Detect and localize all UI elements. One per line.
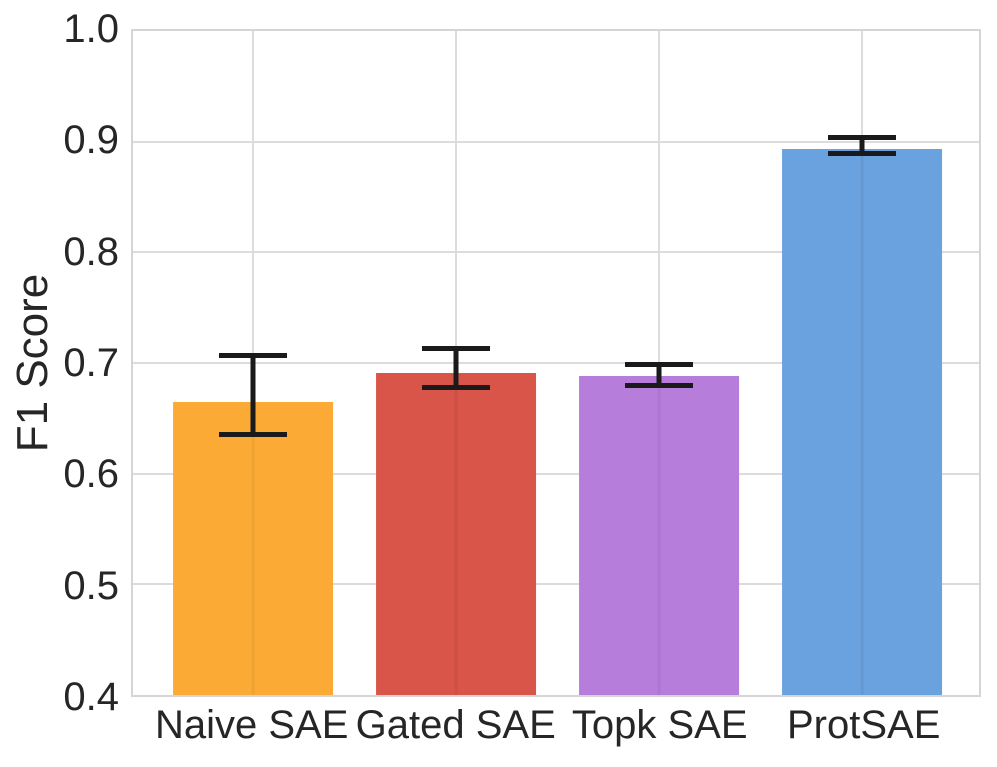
error-bar-cap-top (828, 135, 897, 141)
error-bar-cap-top (422, 346, 491, 352)
bar-naive-sae (173, 401, 334, 695)
y-tick-label: 0.9 (63, 118, 119, 163)
y-tick-label: 0.7 (63, 341, 119, 385)
error-bar-topk-sae (625, 361, 694, 389)
y-tick-gutter: 1.0 0.9 0.8 0.7 0.6 0.5 0.4 (0, 9, 119, 717)
error-bar-cap-top (219, 353, 288, 359)
y-tick-label: 1.0 (63, 7, 119, 51)
error-bar-gated-sae (422, 346, 491, 390)
bar-seam (860, 149, 864, 695)
bar-seam (251, 401, 255, 695)
error-bar-line (859, 135, 865, 157)
h-gridline (133, 362, 979, 364)
error-bar-cap-bottom (625, 383, 694, 389)
h-gridline (133, 583, 979, 586)
x-tick-label-naive-sae: Naive SAE (154, 703, 349, 747)
bar-seam (454, 372, 458, 695)
x-tick-label-topk-sae: Topk SAE (571, 703, 748, 747)
error-bar-cap-bottom (219, 432, 288, 438)
y-tick-label: 0.4 (63, 675, 119, 719)
bar-topk-sae (579, 376, 740, 695)
error-bar-line (250, 353, 256, 438)
y-tick-label: 0.5 (63, 563, 119, 608)
plot-area (131, 29, 981, 697)
h-gridline (133, 251, 979, 254)
error-bar-protsae (828, 135, 897, 157)
bar-protsae (782, 149, 943, 695)
bar-gated-sae (376, 372, 537, 695)
x-tick-label-protsae: ProtSAE (786, 703, 941, 747)
h-gridline (133, 140, 979, 143)
error-bar-line (453, 346, 459, 390)
error-bar-cap-bottom (828, 151, 897, 157)
error-bar-cap-bottom (422, 384, 491, 390)
y-tick-label: 0.6 (63, 452, 119, 497)
error-bar-cap-top (625, 361, 694, 367)
bar-seam (657, 376, 661, 695)
error-bar-naive-sae (219, 353, 288, 438)
h-gridline (133, 472, 979, 475)
x-tick-label-gated-sae: Gated SAE (355, 703, 556, 747)
error-bar-line (656, 361, 662, 389)
y-tick-label: 0.8 (63, 229, 119, 274)
